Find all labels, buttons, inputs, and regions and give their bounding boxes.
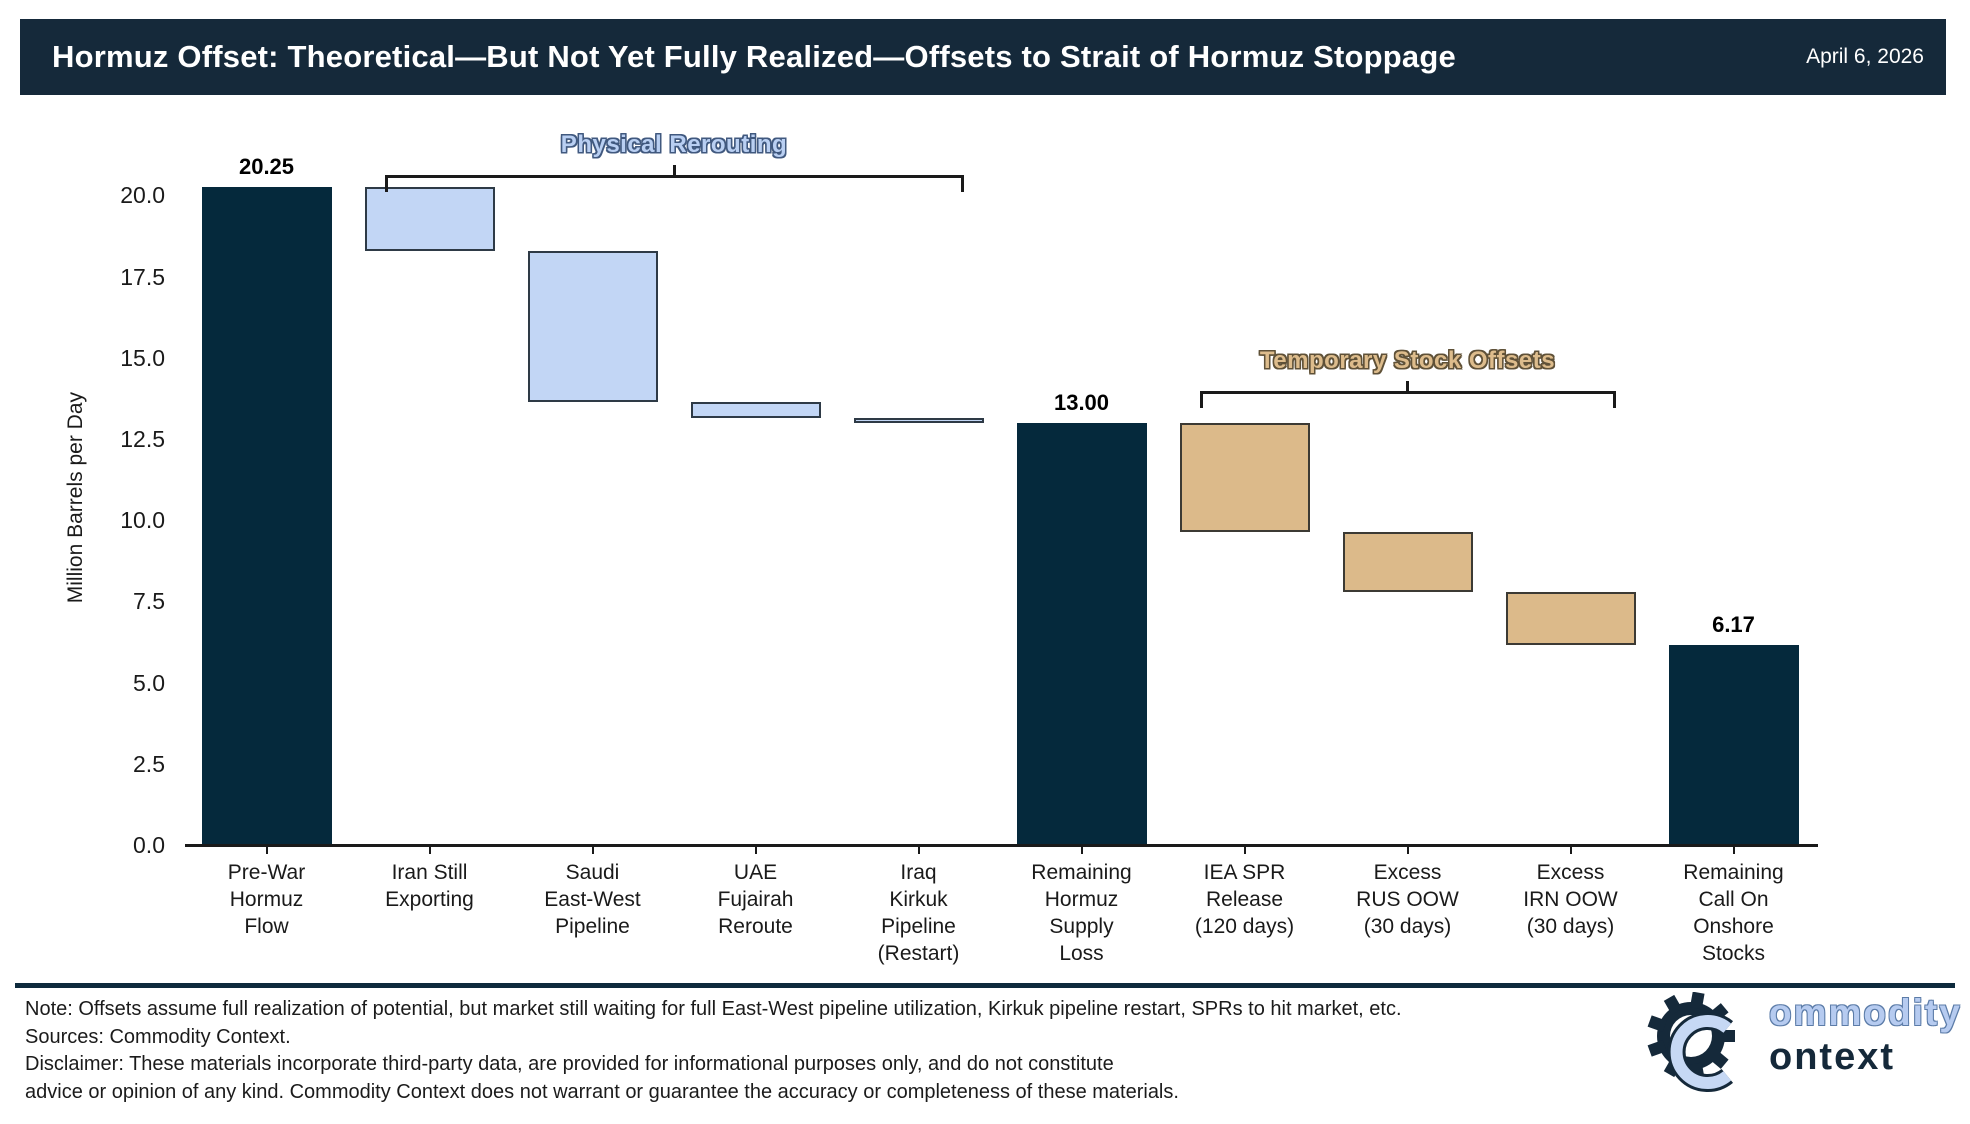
logo-word-commodity: ommodity	[1769, 992, 1962, 1033]
y-tick-label-5: 5.0	[133, 669, 165, 696]
title-bar: Hormuz Offset: Theoretical—But Not Yet F…	[20, 19, 1946, 95]
x-category-label-pre-war-hormuz-flow: Pre-War Hormuz Flow	[227, 861, 306, 938]
value-label-pre-war-hormuz-flow: 20.25	[238, 154, 295, 180]
bar-iraq-kirkuk-pipeline-restart	[853, 417, 984, 423]
y-tick-label-10: 10.0	[120, 507, 165, 534]
footer-divider	[15, 983, 1955, 988]
x-tick-excess-irn-oow-30-days	[1569, 845, 1572, 854]
value-label-remaining-call-on-onshore-stocks: 6.17	[1712, 611, 1755, 637]
bar-excess-irn-oow-30-days	[1505, 591, 1636, 645]
y-tick-label-7-5: 7.5	[133, 588, 165, 615]
logo-word-context: ontext	[1769, 1036, 1895, 1078]
physical-rerouting-bracket-center-tick	[672, 165, 676, 176]
physical-rerouting-bracket-right-end	[960, 175, 964, 193]
footer-disclaimer-line-2: advice or opinion of any kind. Commodity…	[25, 1080, 1179, 1103]
x-tick-iea-spr-release-120-days	[1243, 845, 1246, 854]
x-category-label-uae-fujairah-reroute: UAE Fujairah Reroute	[717, 861, 794, 938]
temporary-stock-offsets-label: Temporary Stock Offsets	[1259, 346, 1556, 374]
x-category-label-excess-irn-oow-30-days: Excess IRN OOW (30 days)	[1523, 861, 1618, 938]
y-tick-label-12-5: 12.5	[120, 426, 165, 453]
page-title: Hormuz Offset: Theoretical—But Not Yet F…	[52, 39, 1456, 74]
x-tick-remaining-call-on-onshore-stocks	[1732, 845, 1735, 854]
bar-saudi-east-west-pipeline	[527, 250, 658, 402]
y-tick-label-2-5: 2.5	[133, 750, 165, 777]
footer-notes: Note: Offsets assume full realization of…	[25, 996, 1465, 1106]
y-tick-label-0: 0.0	[133, 832, 165, 858]
bar-iea-spr-release-120-days	[1179, 422, 1310, 532]
footer-note-line: Note: Offsets assume full realization of…	[25, 998, 1402, 1020]
x-tick-saudi-east-west-pipeline	[591, 845, 594, 854]
gear-c-logo-icon	[1647, 992, 1735, 1092]
bar-excess-rus-oow-30-days	[1342, 531, 1473, 592]
temporary-stock-offsets-bracket-left-end	[1199, 390, 1203, 408]
x-tick-remaining-hormuz-supply-loss	[1080, 845, 1083, 854]
bar-uae-fujairah-reroute	[690, 401, 821, 418]
x-category-label-remaining-call-on-onshore-stocks: Remaining Call On Onshore Stocks	[1683, 861, 1784, 965]
bar-remaining-call-on-onshore-stocks	[1668, 644, 1799, 845]
x-tick-excess-rus-oow-30-days	[1406, 845, 1409, 854]
bar-pre-war-hormuz-flow	[201, 187, 332, 845]
temporary-stock-offsets-bracket-center-tick	[1406, 380, 1409, 391]
y-tick-label-15: 15.0	[120, 344, 165, 371]
y-tick-label-17-5: 17.5	[120, 263, 165, 290]
footer-disclaimer-line-1: Disclaimer: These materials incorporate …	[25, 1053, 1114, 1075]
y-tick-label-20: 20.0	[120, 182, 165, 209]
temporary-stock-offsets-bracket	[1199, 390, 1616, 394]
x-category-label-excess-rus-oow-30-days: Excess RUS OOW (30 days)	[1356, 861, 1459, 938]
x-tick-uae-fujairah-reroute	[754, 845, 757, 854]
commodity-context-logo: ommodity ontext	[1645, 990, 1960, 1100]
temporary-stock-offsets-bracket-right-end	[1612, 390, 1616, 408]
x-category-label-saudi-east-west-pipeline: Saudi East-West Pipeline	[544, 861, 641, 938]
x-tick-iran-still-exporting	[428, 845, 431, 854]
value-label-remaining-hormuz-supply-loss: 13.00	[1053, 389, 1110, 415]
y-axis-title: Million Barrels per Day	[64, 391, 87, 604]
report-date: April 6, 2026	[1806, 45, 1924, 68]
x-category-label-iea-spr-release-120-days: IEA SPR Release (120 days)	[1194, 861, 1295, 938]
physical-rerouting-bracket-left-end	[384, 175, 388, 193]
x-category-label-remaining-hormuz-supply-loss: Remaining Hormuz Supply Loss	[1031, 861, 1132, 965]
bar-iran-still-exporting	[364, 187, 495, 251]
x-tick-iraq-kirkuk-pipeline-restart	[917, 845, 920, 854]
bar-remaining-hormuz-supply-loss	[1016, 422, 1147, 845]
footer-sources-line: Sources: Commodity Context.	[25, 1025, 291, 1048]
x-category-label-iraq-kirkuk-pipeline-restart: Iraq Kirkuk Pipeline (Restart)	[877, 861, 960, 965]
physical-rerouting-bracket	[384, 175, 964, 179]
physical-rerouting-label: Physical Rerouting	[560, 131, 788, 159]
x-tick-pre-war-hormuz-flow	[265, 845, 268, 854]
x-category-label-iran-still-exporting: Iran Still Exporting	[385, 861, 474, 911]
x-axis-line	[185, 844, 1818, 847]
